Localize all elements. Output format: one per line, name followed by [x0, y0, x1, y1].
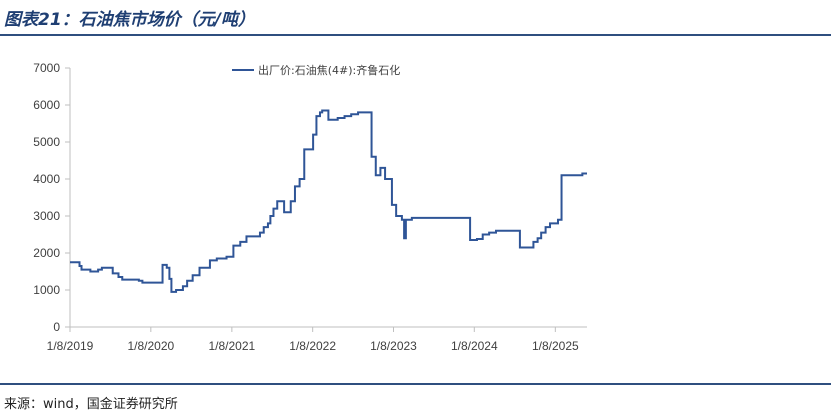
x-tick-label: 1/8/2019 [47, 339, 94, 353]
series-layer [70, 109, 587, 293]
x-tick-label: 1/8/2025 [532, 339, 579, 353]
x-tick-label: 1/8/2021 [208, 339, 255, 353]
y-tick-label: 1000 [33, 283, 60, 297]
legend-label: 出厂价:石油焦(4#):齐鲁石化 [258, 63, 400, 77]
x-tick-label: 1/8/2023 [370, 339, 417, 353]
source-rule [0, 383, 831, 385]
x-tick-label: 1/8/2022 [289, 339, 336, 353]
y-tick-label: 4000 [33, 172, 60, 186]
legend: 出厂价:石油焦(4#):齐鲁石化 [232, 63, 400, 77]
y-tick-label: 5000 [33, 135, 60, 149]
y-tick-label: 3000 [33, 209, 60, 223]
series-line-0 [70, 109, 587, 293]
figure-title: 图表21：石油焦市场价（元/吨） [4, 10, 255, 30]
x-axis: 1/8/2019 1/8/2020 1/8/2021 1/8/2022 1/8/2023… [47, 326, 587, 353]
x-tick-label: 1/8/2020 [127, 339, 174, 353]
source-note: 来源：wind，国金证券研究所 [4, 397, 178, 412]
y-tick-label: 2000 [33, 246, 60, 260]
x-tick-label: 1/8/2024 [451, 339, 498, 353]
y-axis: 0 1000 2000 3000 4000 5000 6000 7000 [33, 61, 71, 334]
title-rule [0, 34, 831, 36]
y-tick-label: 0 [53, 320, 60, 334]
y-tick-label: 7000 [33, 61, 60, 75]
y-tick-label: 6000 [33, 98, 60, 112]
